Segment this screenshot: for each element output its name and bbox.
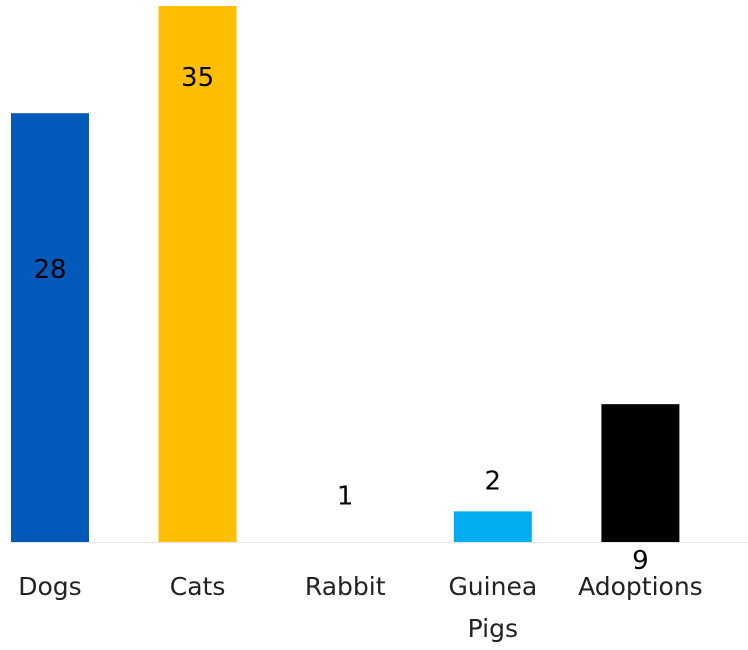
data-label: 9 bbox=[632, 546, 649, 576]
x-tick-label: Rabbit bbox=[305, 572, 386, 601]
x-tick-label: Adoptions bbox=[578, 572, 703, 601]
x-tick-label-line: Adoptions bbox=[578, 572, 703, 601]
x-tick-label: Dogs bbox=[18, 572, 81, 601]
bar-dogs bbox=[11, 113, 89, 542]
bar-rabbit bbox=[306, 526, 385, 542]
data-label: 35 bbox=[181, 63, 214, 93]
data-label: 2 bbox=[485, 466, 502, 496]
x-tick-label-line: Rabbit bbox=[305, 572, 386, 601]
x-tick-label-line: Dogs bbox=[18, 572, 81, 601]
data-label: 28 bbox=[33, 255, 66, 285]
bar-cats bbox=[158, 6, 237, 542]
data-label: 1 bbox=[337, 482, 354, 512]
bar-guinea-pigs bbox=[453, 511, 532, 542]
bar-adoptions bbox=[601, 404, 680, 542]
x-tick-label-line: Cats bbox=[170, 572, 226, 601]
x-tick-label: Guinea Pigs bbox=[448, 572, 537, 643]
x-tick-label-line: Pigs bbox=[468, 614, 518, 643]
x-tick-label-line: Guinea bbox=[448, 572, 537, 601]
x-tick-label: Cats bbox=[170, 572, 226, 601]
